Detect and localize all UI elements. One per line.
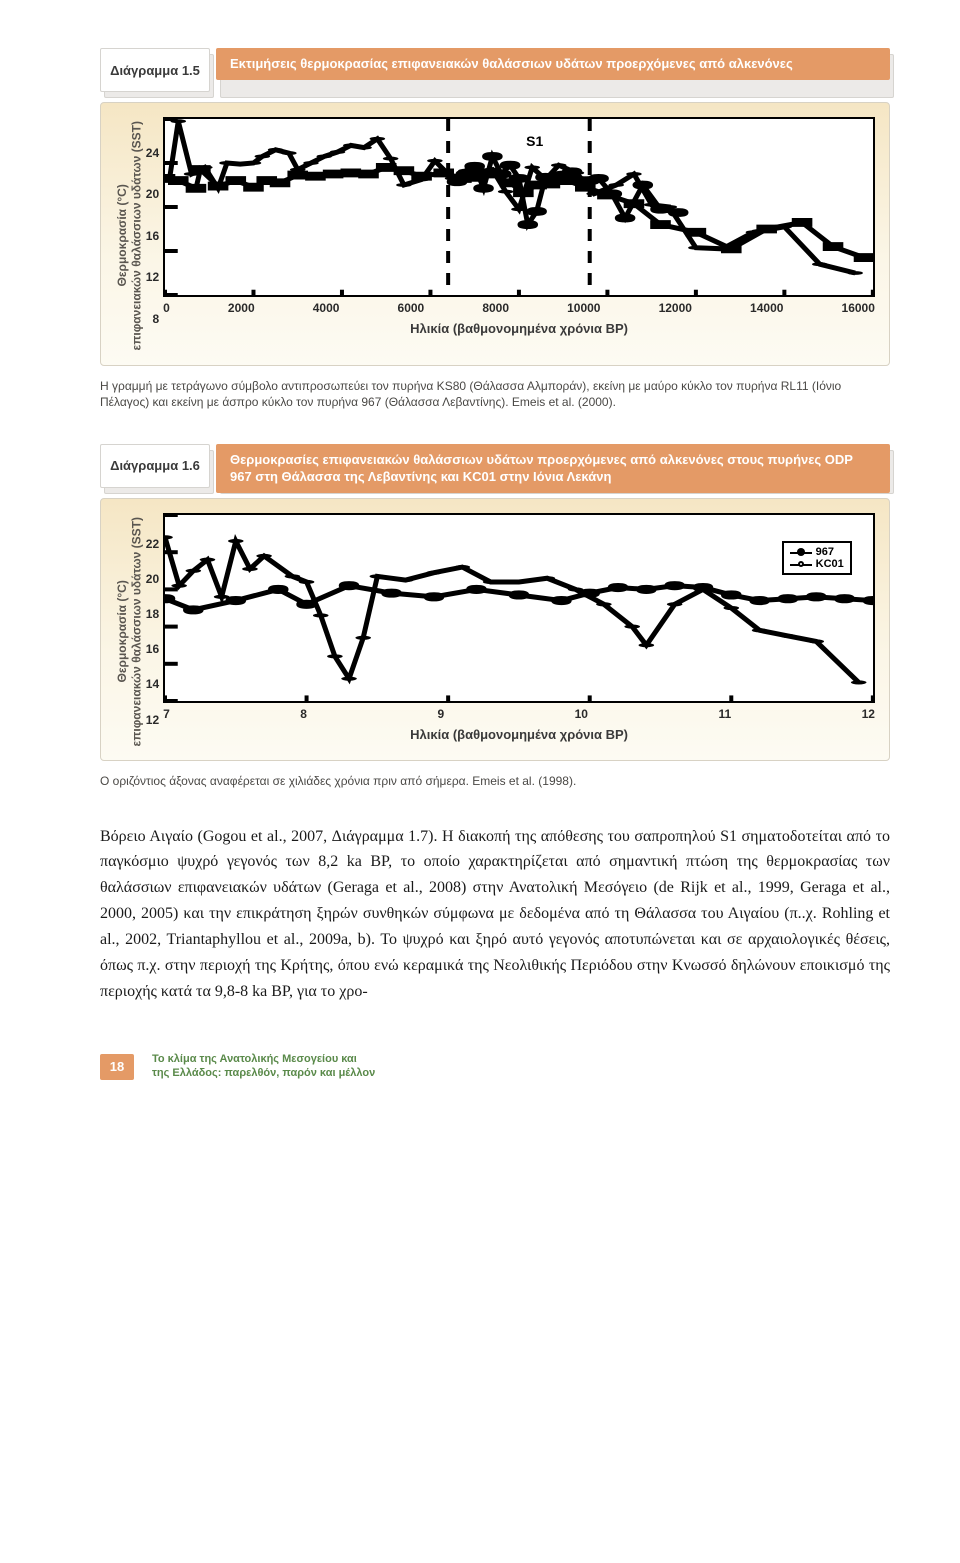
figure-2-label: Διάγραμμα 1.6 [100, 444, 210, 488]
fig1-s1-annotation: S1 [526, 133, 543, 149]
figure-2-chart-panel: Θερμοκρασία (°C)επιφανειακών θαλάσσιων υ… [100, 498, 890, 762]
figure-2-caption: Ο οριζόντιος άξονας αναφέρεται σε χιλιάδ… [100, 773, 890, 789]
fig1-xticks: 0200040006000800010000120001400016000 [163, 301, 875, 315]
figure-label-box: Διάγραμμα 1.5 [100, 48, 210, 98]
footer-title: Το κλίμα της Ανατολικής Μεσογείου καιτης… [152, 1053, 375, 1081]
legend-item: 967 [790, 546, 844, 558]
fig2-yticks: 222018161412 [146, 537, 163, 727]
legend-item: KC01 [790, 558, 844, 570]
fig2-yaxis-label: Θερμοκρασία (°C)επιφανειακών θαλάσσιων υ… [115, 513, 144, 751]
figure-1-title: Εκτιμήσεις θερμοκρασίας επιφανειακών θαλ… [216, 48, 890, 80]
body-paragraph: Βόρειο Αιγαίο (Gogou et al., 2007, Διάγρ… [100, 824, 890, 1005]
figure-2-header: Διάγραμμα 1.6 Θερμοκρασίες επιφανειακών … [100, 444, 890, 494]
fig2-xaxis-label: Ηλικία (βαθμονομημένα χρόνια BP) [163, 727, 875, 742]
figure-1-header: Διάγραμμα 1.5 Εκτιμήσεις θερμοκρασίας επ… [100, 48, 890, 98]
figure-1-chart-panel: Θερμοκρασία (°C)επιφανειακών θαλάσσιων υ… [100, 102, 890, 366]
figure-title-box: Εκτιμήσεις θερμοκρασίας επιφανειακών θαλ… [216, 48, 890, 98]
figure-1-label: Διάγραμμα 1.5 [100, 48, 210, 92]
fig2-plot-area: 967KC01 [163, 513, 875, 703]
figure-2: Διάγραμμα 1.6 Θερμοκρασίες επιφανειακών … [100, 444, 890, 790]
figure-label-box: Διάγραμμα 1.6 [100, 444, 210, 494]
page-footer: 18 Το κλίμα της Ανατολικής Μεσογείου και… [100, 1053, 890, 1081]
fig1-yaxis-label: Θερμοκρασία (°C)επιφανειακών θαλάσσιων υ… [115, 117, 144, 355]
fig1-xaxis-label: Ηλικία (βαθμονομημένα χρόνια BP) [163, 321, 875, 336]
figure-1: Διάγραμμα 1.5 Εκτιμήσεις θερμοκρασίας επ… [100, 48, 890, 410]
fig1-plot-area: S1 [163, 117, 875, 297]
fig2-xticks: 789101112 [163, 707, 875, 721]
fig1-yticks: 242016128 [146, 146, 163, 326]
figure-title-box: Θερμοκρασίες επιφανειακών θαλάσσιων υδάτ… [216, 444, 890, 494]
page-number: 18 [100, 1054, 134, 1080]
fig2-legend: 967KC01 [782, 541, 852, 575]
figure-2-title: Θερμοκρασίες επιφανειακών θαλάσσιων υδάτ… [216, 444, 890, 493]
figure-1-caption: Η γραμμή με τετράγωνο σύμβολο αντιπροσωπ… [100, 378, 890, 410]
